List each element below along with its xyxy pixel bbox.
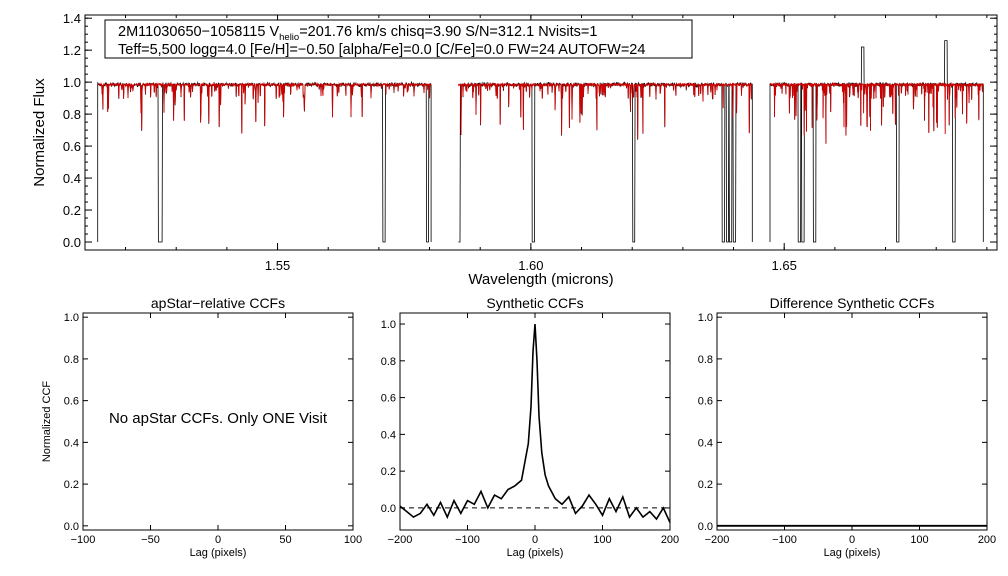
apstar-ccf-note: No apStar CCFs. Only ONE Visit <box>109 410 328 427</box>
spectrum-panel: 1.55 1.60 1.65 0.0 0.2 0.4 0.6 0.8 1.0 1.2 1.4 Wave… <box>31 11 998 288</box>
1-xtick-label: −100 <box>71 534 96 546</box>
2-ytick-label: 1.0 <box>381 319 396 331</box>
1-ytick-label: 1.0 <box>64 312 79 324</box>
2-xtick-label: −200 <box>388 534 413 546</box>
0-ytick-label: 0.2 <box>63 203 81 218</box>
difference-ccf-xlabel: Lag (pixels) <box>824 547 881 559</box>
3-xtick-label: −200 <box>705 534 730 546</box>
vhelio-value: =201.76 km/s <box>299 24 386 40</box>
3-xtick-label: 200 <box>978 534 996 546</box>
spectrum-axes-frame <box>84 14 998 251</box>
info-line-1: 2M11030650−1058115 Vhelio=201.76 km/s ch… <box>118 24 597 43</box>
fit-stats: chisq=3.90 S/N=312.1 Nvisits=1 <box>391 24 598 40</box>
2-ytick-label: 0.6 <box>381 393 396 405</box>
synthetic-ccf-title: Synthetic CCFs <box>486 295 583 311</box>
3-xtick-label: 100 <box>910 534 928 546</box>
difference-ccf-title: Difference Synthetic CCFs <box>770 295 935 311</box>
0-ytick-label: 1.2 <box>63 43 81 58</box>
vhelio-symbol: V <box>269 24 279 40</box>
observed-spectrum-line <box>97 40 984 243</box>
1-xtick-label: 50 <box>279 534 291 546</box>
info-box: 2M11030650−1058115 Vhelio=201.76 km/s ch… <box>104 19 693 59</box>
apstar-ccf-panel: −100 −50 0 50 100 0.0 0.2 0.4 0.6 0.8 1.0 apStar−re… <box>41 295 362 559</box>
1-ytick-label: 0.2 <box>64 479 79 491</box>
info-box-frame <box>104 19 693 59</box>
vhelio-subscript: helio <box>279 32 299 43</box>
synthetic-ccf-axes-frame <box>399 312 671 531</box>
apstar-ccf-ylabel: Normalized CCF <box>41 381 53 463</box>
apstar-ccf-xlabel: Lag (pixels) <box>190 547 247 559</box>
3-xtick-label: 0 <box>849 534 855 546</box>
3-ytick-label: 0.6 <box>698 396 713 408</box>
1-ytick-label: 0.0 <box>64 521 79 533</box>
star-id: 2M11030650−1058115 <box>118 24 265 40</box>
0-ytick-label: 0.8 <box>63 107 81 122</box>
2-xtick-label: 0 <box>532 534 538 546</box>
1-xtick-label: 100 <box>344 534 362 546</box>
difference-ccf-panel: −200 −100 0 100 200 0.0 0.2 0.4 0.6 0.8 1.0 Differe… <box>698 295 996 559</box>
model-spectrum-line <box>97 81 984 144</box>
info-line-2: Teff=5,500 logg=4.0 [Fe/H]=−0.50 [alpha/… <box>118 42 645 58</box>
synthetic-ccf-panel: −200 −100 0 100 200 0.0 0.2 0.4 0.6 0.8 1.0 Synthet… <box>381 295 679 559</box>
spectrum-xlabel: Wavelength (microns) <box>468 271 613 288</box>
3-xtick-label: −100 <box>772 534 797 546</box>
spectrum-ylabel: Normalized Flux <box>31 78 48 187</box>
1-ytick-label: 0.4 <box>64 437 79 449</box>
3-ytick-label: 1.0 <box>698 312 713 324</box>
2-ytick-label: 0.8 <box>381 356 396 368</box>
0-ytick-label: 0.4 <box>63 171 81 186</box>
0-xtick-label: 1.65 <box>772 258 797 273</box>
0-xtick-label: 1.55 <box>265 258 290 273</box>
2-xtick-label: 200 <box>661 534 679 546</box>
2-ytick-label: 0.2 <box>381 466 396 478</box>
0-ytick-label: 1.0 <box>63 75 81 90</box>
1-xtick-label: −50 <box>141 534 160 546</box>
synthetic-ccf-curve <box>399 323 671 523</box>
3-ytick-label: 0.4 <box>698 437 713 449</box>
0-ytick-label: 0.0 <box>63 235 81 250</box>
3-ytick-label: 0.8 <box>698 354 713 366</box>
1-xtick-label: 0 <box>215 534 221 546</box>
1-ytick-label: 0.6 <box>64 396 79 408</box>
3-ytick-label: 0.0 <box>698 521 713 533</box>
0-ytick-label: 1.4 <box>63 11 81 26</box>
synthetic-ccf-xlabel: Lag (pixels) <box>507 547 564 559</box>
0-ytick-label: 0.6 <box>63 139 81 154</box>
2-xtick-label: 100 <box>593 534 611 546</box>
2-ytick-label: 0.0 <box>381 503 396 515</box>
3-ytick-label: 0.2 <box>698 479 713 491</box>
2-xtick-label: −100 <box>455 534 480 546</box>
difference-ccf-axes-frame <box>716 312 988 531</box>
1-ytick-label: 0.8 <box>64 354 79 366</box>
apstar-ccf-title: apStar−relative CCFs <box>151 295 285 311</box>
2-ytick-label: 0.4 <box>381 429 396 441</box>
0-xtick-label: 1.60 <box>518 258 543 273</box>
